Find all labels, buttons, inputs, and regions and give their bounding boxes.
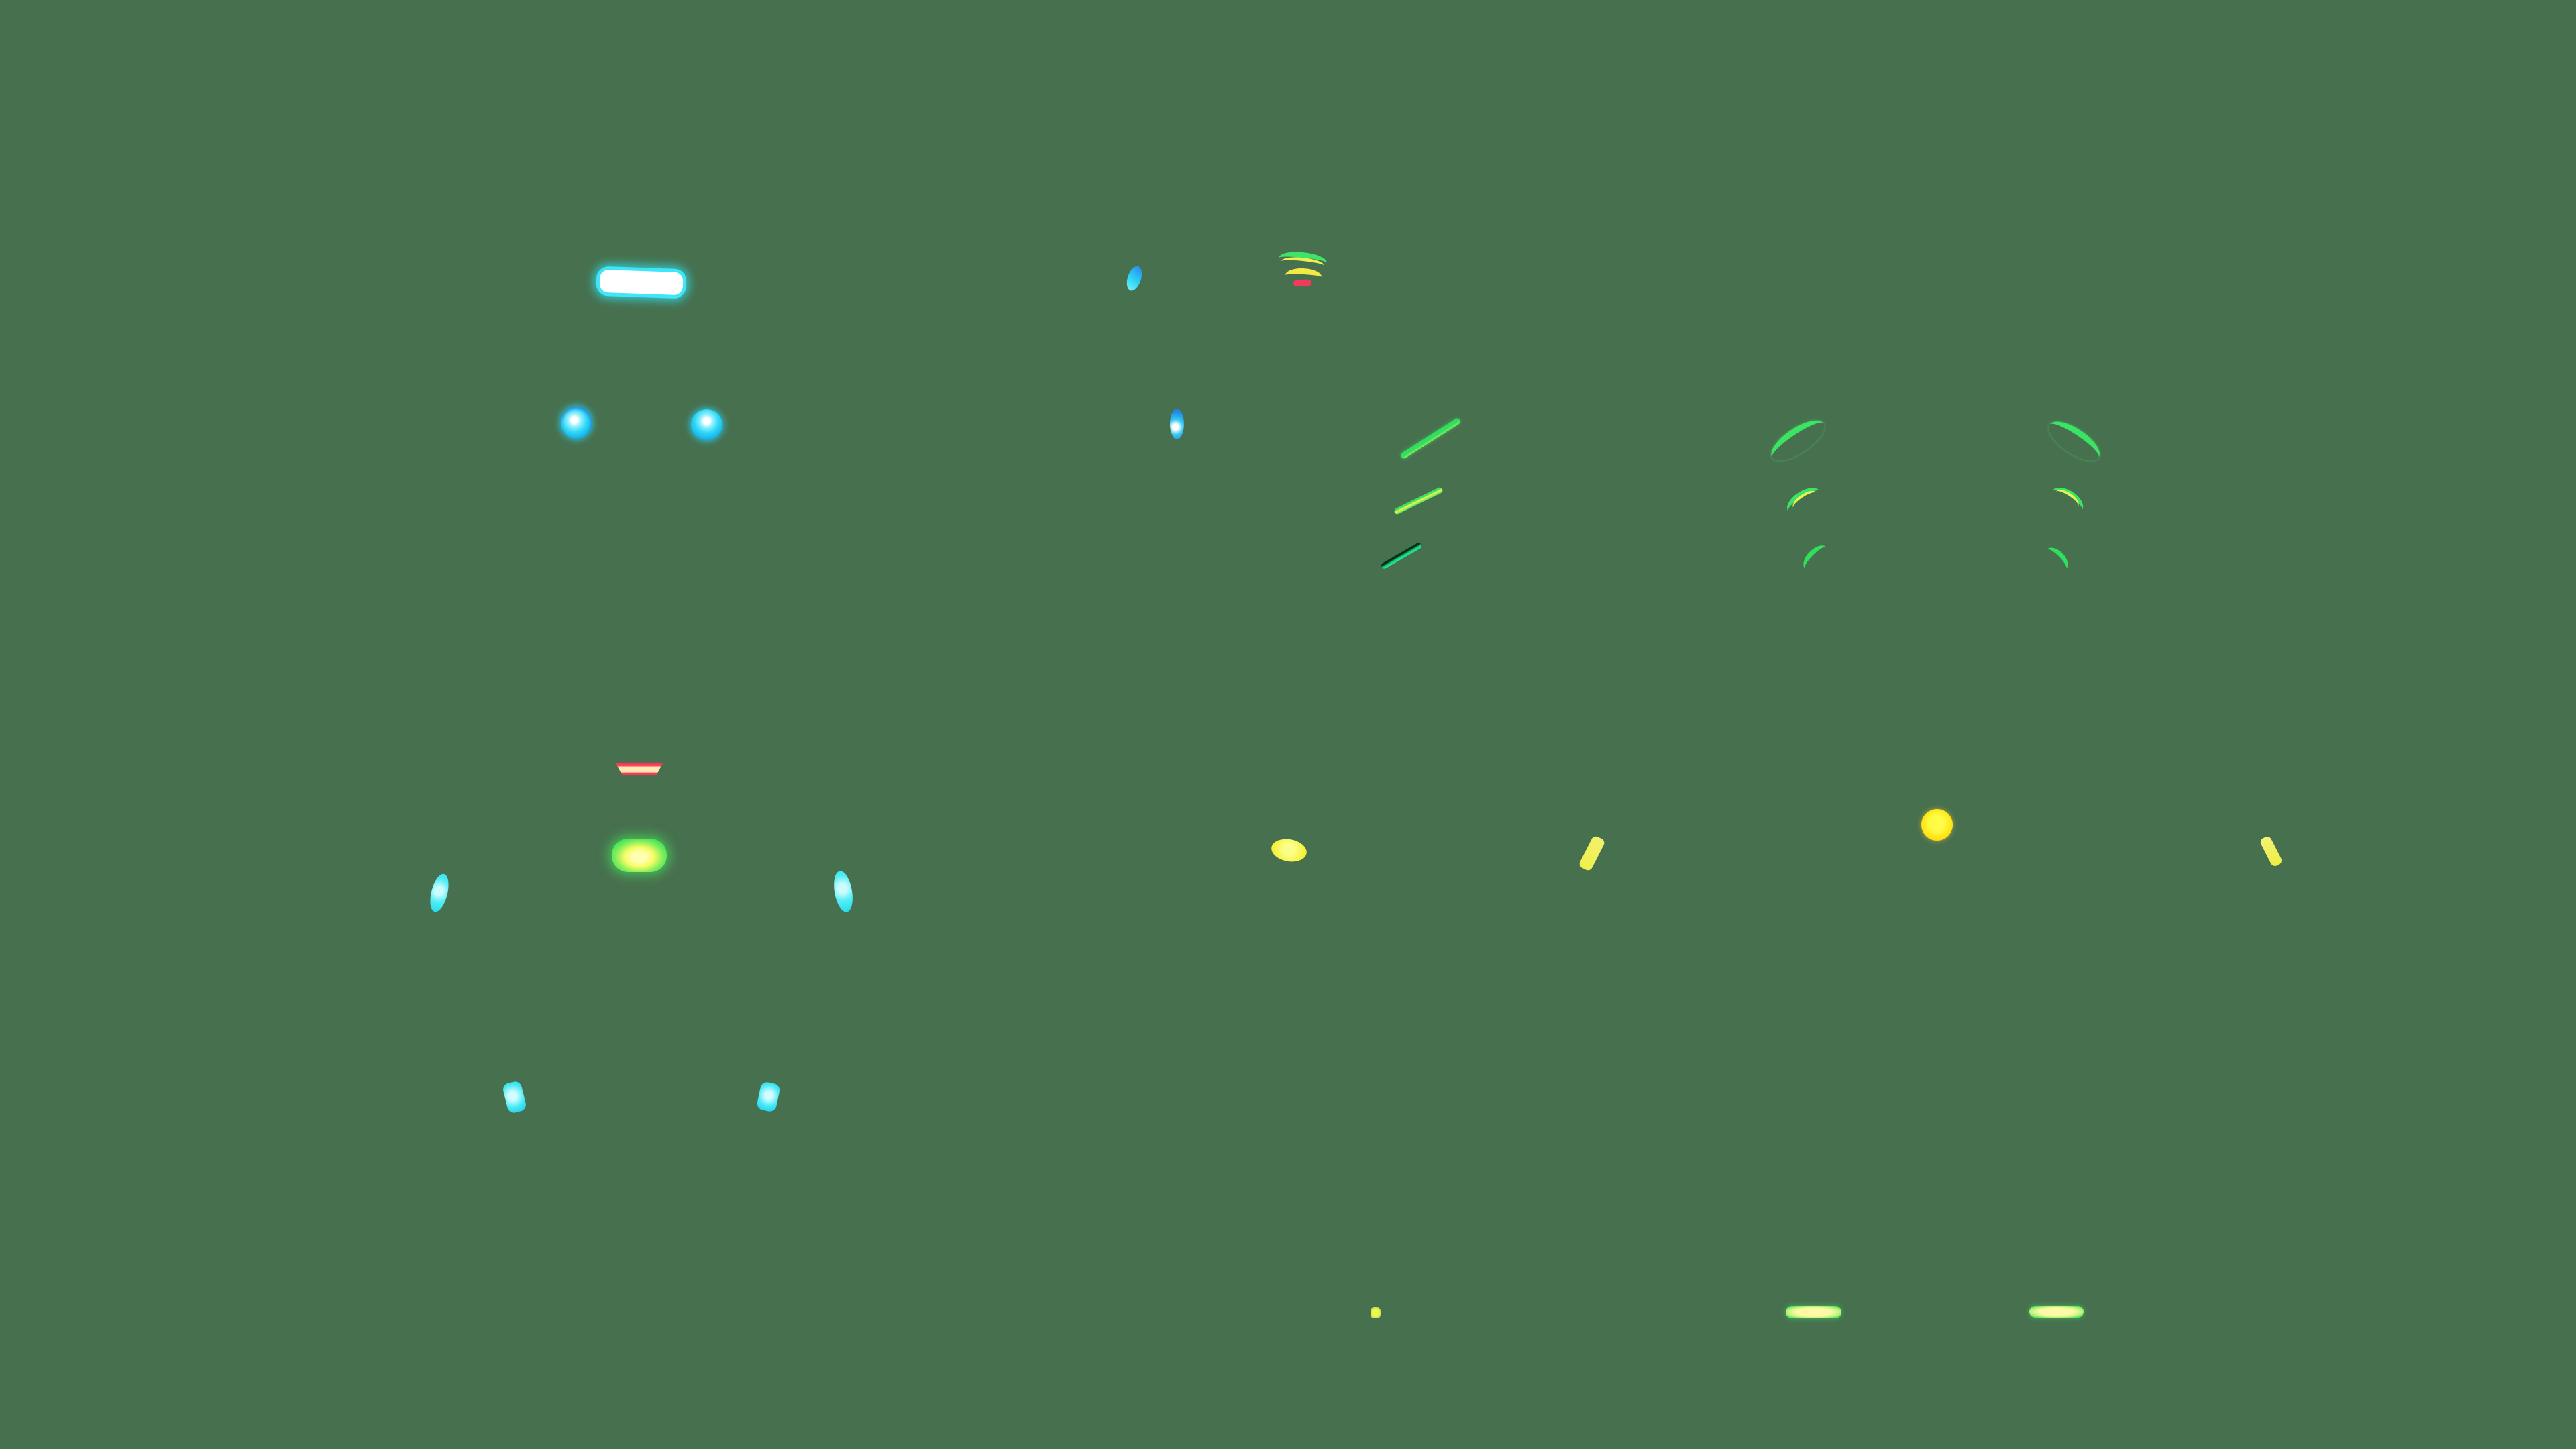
ground-dot-small <box>1371 1307 1381 1318</box>
robot-arm-highlight-left <box>427 871 452 914</box>
cat-right-whisker-middle <box>2047 482 2088 519</box>
signal-dash-bottom-red <box>1293 279 1312 287</box>
creature-eye-highlight <box>1170 409 1184 439</box>
signal-arc-top-yellow <box>1281 255 1325 272</box>
ground-bar-left <box>1786 1306 1841 1318</box>
robot-arm-highlight-right <box>830 869 856 914</box>
cat-right-whisker-top <box>2043 414 2106 468</box>
cat-left-whisker-bottom <box>1799 541 1833 575</box>
robot-eye-right <box>691 409 722 440</box>
signal-arc-top-green <box>1277 250 1328 271</box>
robot-chest-badge-light <box>612 839 667 872</box>
cat-left-whisker-top <box>1765 413 1831 468</box>
paw-light-slash-right <box>2259 835 2284 868</box>
signal-arc-middle-yellow <box>1285 267 1322 285</box>
paw-light-slash-left <box>1578 835 1606 872</box>
ground-bar-right <box>2029 1306 2084 1318</box>
cat-right-whisker-bottom <box>2041 543 2072 575</box>
robot-mouth-light <box>616 763 663 775</box>
cat-right-whisker-middle-core <box>2051 486 2082 513</box>
cat-left-whisker-middle <box>1782 482 1825 520</box>
creature-ear-highlight <box>1124 264 1145 293</box>
robot-visor-light <box>596 266 687 299</box>
cat-left-whisker-middle-core <box>1789 487 1821 514</box>
robot-shin-light-left <box>501 1080 528 1114</box>
whisker-stroke-top <box>1399 417 1462 460</box>
robot-shin-light-right <box>755 1081 782 1113</box>
paw-light-ellipse <box>1269 836 1309 865</box>
nose-light-circle <box>1921 809 1953 841</box>
robot-eye-left <box>561 407 592 439</box>
whisker-stroke-middle <box>1393 486 1444 515</box>
whisker-stroke-bottom <box>1380 541 1423 570</box>
